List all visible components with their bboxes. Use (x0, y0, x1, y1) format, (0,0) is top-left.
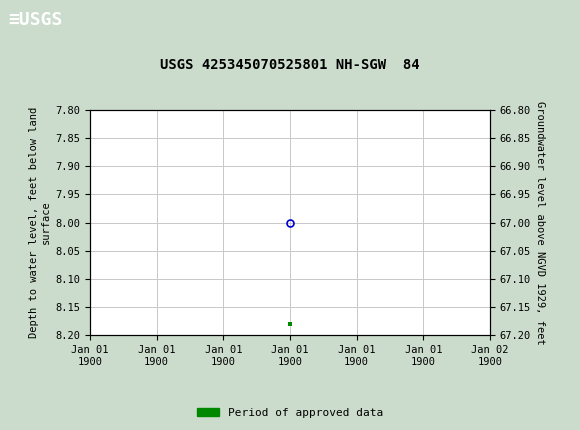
Legend: Period of approved data: Period of approved data (193, 403, 387, 422)
Text: USGS 425345070525801 NH-SGW  84: USGS 425345070525801 NH-SGW 84 (160, 58, 420, 73)
Text: ≡USGS: ≡USGS (9, 12, 63, 29)
Y-axis label: Depth to water level, feet below land
surface: Depth to water level, feet below land su… (30, 107, 51, 338)
Y-axis label: Groundwater level above NGVD 1929, feet: Groundwater level above NGVD 1929, feet (535, 101, 545, 344)
